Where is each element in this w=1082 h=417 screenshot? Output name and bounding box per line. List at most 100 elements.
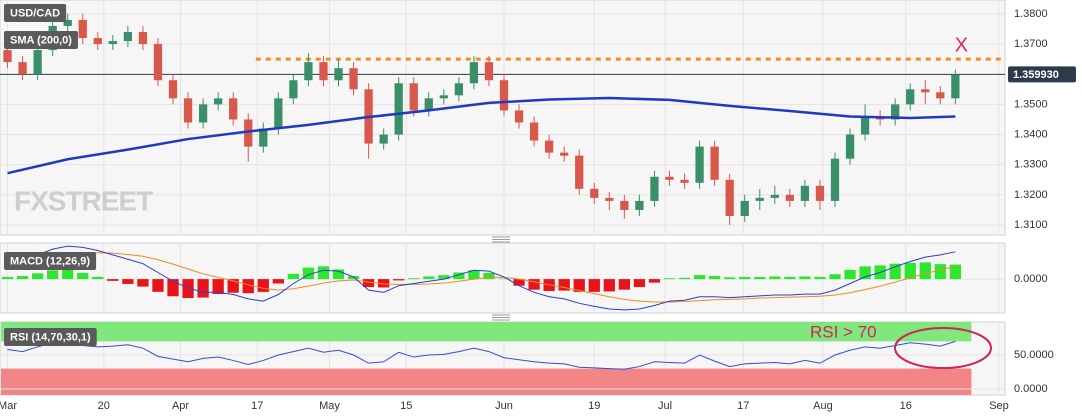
- candle-body: [153, 44, 163, 81]
- histogram-bar: [92, 276, 104, 280]
- candle-body: [484, 62, 494, 81]
- candle-body: [680, 179, 689, 183]
- legend-box: [4, 31, 78, 49]
- histogram-bar: [739, 276, 751, 280]
- candle-body: [63, 19, 72, 26]
- histogram-bar: [558, 279, 570, 291]
- panel-handle[interactable]: [492, 314, 510, 321]
- candle-body: [906, 89, 915, 105]
- candle-body: [469, 62, 479, 84]
- y-tick-label: 1.3500: [1014, 98, 1048, 110]
- histogram-bar: [588, 279, 600, 292]
- x-tick-label: Apr: [172, 400, 189, 412]
- candle-body: [830, 158, 840, 201]
- x-tick-label: 20: [98, 400, 110, 412]
- candle-body: [229, 98, 238, 120]
- legend-box: [4, 252, 97, 270]
- x-tick-label: Aug: [813, 400, 833, 412]
- candle-body: [108, 41, 117, 45]
- histogram-bar: [16, 276, 29, 280]
- x-tick-label: Jul: [658, 400, 672, 412]
- histogram-bar: [829, 274, 841, 280]
- candle-body: [168, 80, 178, 99]
- candle-body: [635, 200, 644, 210]
- candle-body: [590, 188, 599, 198]
- candle-body: [514, 110, 524, 123]
- histogram-bar: [242, 279, 254, 294]
- candle-body: [499, 80, 509, 111]
- candle-body: [710, 146, 719, 180]
- y-tick-label: 1.3400: [1014, 128, 1048, 140]
- legend-item: RSI (14,70,30,1): [4, 328, 97, 346]
- histogram-bar: [227, 279, 239, 293]
- x-tick-label: Mar: [0, 400, 17, 412]
- histogram-bar: [919, 262, 931, 280]
- legend-label: SMA (200,0): [10, 34, 72, 46]
- histogram-bar: [423, 276, 435, 280]
- candle-body: [650, 176, 659, 201]
- candle-body: [936, 92, 945, 99]
- candle-body: [815, 185, 825, 201]
- candle-body: [740, 200, 749, 216]
- histogram-bar: [889, 263, 901, 280]
- histogram-bar: [362, 279, 375, 288]
- x-tick-label: Sep: [989, 400, 1009, 412]
- panel-handle[interactable]: [492, 236, 510, 243]
- candle-body: [695, 146, 704, 183]
- histogram-bar: [137, 279, 149, 287]
- histogram-bar: [648, 279, 661, 283]
- y-tick-label: 1.3800: [1014, 8, 1048, 20]
- histogram-bar: [257, 279, 269, 292]
- candle-body: [319, 62, 328, 81]
- legend-item: MACD (12,26,9): [4, 252, 97, 270]
- last-price-box: [1008, 66, 1076, 83]
- candle-body: [78, 19, 87, 39]
- candle-body: [560, 152, 569, 156]
- histogram-bar: [693, 275, 706, 280]
- candle-body: [214, 98, 223, 105]
- y-tick-label: 1.3100: [1014, 219, 1048, 231]
- legend-label: RSI (14,70,30,1): [10, 331, 91, 343]
- y-tick-label: 1.3300: [1014, 159, 1048, 171]
- histogram-bar: [107, 279, 119, 281]
- candle-body: [3, 50, 12, 63]
- candle-body: [545, 140, 554, 153]
- candle-body: [93, 38, 102, 45]
- candle-body: [259, 128, 268, 147]
- candle-body: [439, 95, 448, 99]
- histogram-bar: [754, 276, 766, 280]
- y-tick-label: 0.0000: [1014, 273, 1048, 285]
- oversold-band: [1, 368, 972, 395]
- candle-body: [529, 122, 539, 141]
- candle-body: [334, 68, 343, 81]
- histogram-bar: [483, 272, 495, 280]
- candle-body: [845, 134, 855, 159]
- histogram-bar: [528, 279, 540, 290]
- candle-body: [349, 68, 358, 90]
- histogram-bar: [332, 269, 345, 280]
- candle-body: [304, 62, 313, 81]
- x-tick-label: May: [319, 400, 340, 412]
- candle-body: [800, 185, 810, 201]
- candle-body: [770, 194, 779, 198]
- rsi-line: [7, 340, 956, 370]
- histogram-bar: [287, 273, 300, 280]
- candle-body: [785, 194, 794, 201]
- histogram-bar: [438, 275, 450, 280]
- legend-label: MACD (12,26,9): [10, 255, 90, 267]
- histogram-bar: [167, 279, 179, 297]
- candle-body: [454, 83, 464, 96]
- candle-body: [33, 50, 42, 75]
- histogram-bar: [618, 279, 631, 290]
- histogram-bar: [272, 279, 284, 284]
- last-price-label: 1.359930: [1013, 69, 1059, 81]
- histogram-bar: [453, 272, 465, 280]
- candle-body: [605, 197, 614, 201]
- histogram-bar: [633, 279, 646, 288]
- histogram-bar: [678, 277, 691, 280]
- candle-body: [289, 80, 298, 99]
- histogram-bar: [77, 272, 89, 280]
- x-tick-label: Jun: [495, 400, 513, 412]
- candle-body: [394, 83, 403, 135]
